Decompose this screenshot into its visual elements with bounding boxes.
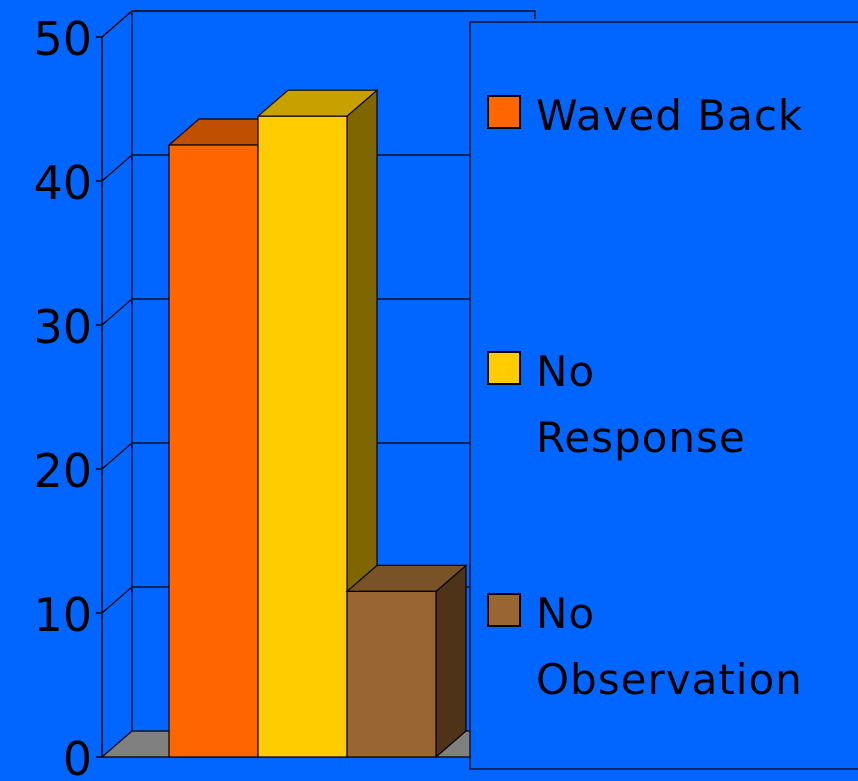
gridline-diagonal xyxy=(101,154,133,182)
bar-group xyxy=(345,564,468,759)
bar xyxy=(257,115,348,758)
bar-side xyxy=(435,564,467,759)
y-tick-label: 50 xyxy=(33,12,92,66)
legend-label: Response xyxy=(536,413,746,462)
legend-entry: No Observation xyxy=(487,589,803,704)
gridline-diagonal xyxy=(101,442,133,470)
bar xyxy=(346,590,437,758)
legend-label: No xyxy=(536,589,595,638)
y-axis: 0 10 20 30 40 50 xyxy=(33,12,103,781)
bar xyxy=(168,144,259,758)
gridline-diagonal xyxy=(101,586,133,614)
legend-entry: Waved Back xyxy=(487,91,803,140)
legend-swatch xyxy=(487,351,521,385)
y-tick-label: 40 xyxy=(33,156,92,210)
y-tick-label: 0 xyxy=(63,732,92,777)
legend: Waved Back No Response No Observation xyxy=(469,21,858,770)
bars xyxy=(167,88,468,759)
y-tick-label: 10 xyxy=(33,588,92,642)
legend-swatch xyxy=(487,95,521,129)
gridline-diagonal xyxy=(101,298,133,326)
legend-label: No xyxy=(536,347,595,396)
legend-label: Observation xyxy=(536,655,803,704)
legend-label: Waved Back xyxy=(536,91,803,140)
legend-entry: No Response xyxy=(487,347,746,462)
y-tick-label: 30 xyxy=(33,300,92,354)
gridline-diagonal xyxy=(101,10,133,38)
legend-box xyxy=(469,21,858,770)
y-tick-label: 20 xyxy=(33,444,92,498)
legend-swatch xyxy=(487,593,521,627)
